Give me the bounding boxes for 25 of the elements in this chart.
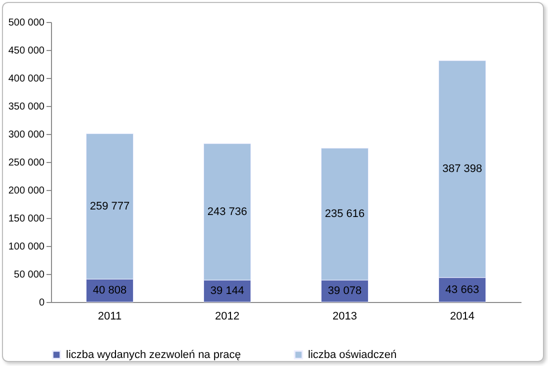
- y-tick-label: 400 000: [8, 74, 45, 84]
- y-tick-label: 0: [38, 298, 45, 308]
- data-label: 39 144: [210, 285, 244, 298]
- y-tick-label: 450 000: [8, 46, 45, 56]
- data-label: 40 808: [92, 284, 127, 297]
- data-label: 387 398: [442, 163, 482, 176]
- data-label: 235 616: [324, 208, 365, 220]
- legend-label: liczba wydanych zezwoleń na pracę: [66, 348, 241, 361]
- y-tick-label: 100 000: [8, 242, 45, 252]
- data-label: 43 663: [445, 284, 480, 296]
- y-tick-label: 500 000: [8, 18, 45, 28]
- data-label: 243 736: [207, 206, 248, 218]
- legend-label: liczba oświadczeń: [308, 348, 397, 361]
- y-tick-label: 200 000: [8, 186, 45, 196]
- x-tick-label: 2011: [98, 310, 122, 322]
- data-label: 39 078: [328, 285, 362, 298]
- x-tick-label: 2014: [450, 310, 474, 322]
- y-tick-label: 350 000: [8, 102, 45, 112]
- x-tick-label: 2012: [215, 310, 240, 322]
- y-tick-label: 150 000: [8, 214, 45, 224]
- y-tick-label: 300 000: [8, 130, 45, 140]
- data-label: 259 777: [90, 200, 130, 212]
- x-tick-label: 2013: [332, 310, 357, 322]
- y-tick-label: 250 000: [8, 158, 45, 168]
- y-tick-label: 50 000: [14, 270, 45, 280]
